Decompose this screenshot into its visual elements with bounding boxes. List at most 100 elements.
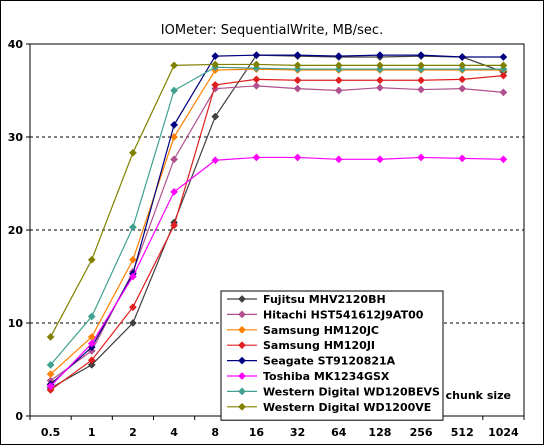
legend-swatch-marker (238, 310, 246, 319)
x-tick-label: 0.5 (41, 426, 61, 439)
x-tick-label: 128 (368, 426, 391, 439)
series-layer (46, 51, 508, 394)
data-point (211, 112, 220, 121)
x-tick-label: 16 (249, 426, 265, 439)
data-point (170, 155, 179, 164)
legend-swatch-marker (238, 387, 246, 396)
data-point (293, 153, 302, 162)
series-line (50, 54, 504, 385)
data-point (170, 187, 179, 196)
legend-label: Seagate ST9120821A (263, 355, 396, 368)
data-point (499, 53, 508, 61)
data-point (293, 84, 302, 93)
x-tick-label: 8 (211, 426, 219, 439)
data-point (293, 61, 302, 70)
data-point (211, 80, 220, 89)
legend-entry: Fujitsu MHV2120BH (227, 293, 386, 306)
series-line (50, 75, 504, 391)
data-point (375, 76, 384, 85)
y-tick-label: 10 (8, 317, 24, 330)
x-tick-label: 512 (451, 426, 474, 439)
data-point (87, 356, 96, 365)
data-point (87, 339, 96, 348)
data-point (128, 223, 137, 232)
legend-label: Samsung HM120JI (263, 339, 375, 352)
data-point (458, 84, 467, 93)
series-3 (46, 71, 508, 394)
x-tick-label: 2 (129, 426, 137, 439)
data-point (211, 60, 220, 69)
data-point (375, 83, 384, 92)
data-point (375, 61, 384, 70)
series-line (50, 156, 504, 387)
data-point (128, 272, 137, 281)
y-tick-label: 30 (8, 131, 24, 144)
x-axis-label: chunk size (446, 389, 511, 402)
x-tick-label: 1 (88, 426, 96, 439)
legend-swatch-marker (238, 356, 246, 365)
legend-entry: Samsung HM120JI (227, 339, 375, 352)
data-point (128, 303, 137, 312)
data-point (375, 51, 384, 60)
data-point (293, 51, 302, 60)
data-point (170, 120, 179, 129)
series-line (50, 63, 504, 338)
data-point (417, 51, 426, 60)
data-point (87, 255, 96, 264)
data-point (128, 255, 137, 264)
x-tick-label: 32 (290, 426, 305, 439)
data-point (334, 52, 343, 61)
data-point (334, 86, 343, 95)
legend-label: Fujitsu MHV2120BH (263, 293, 386, 306)
legend-swatch-marker (238, 325, 246, 334)
data-point (417, 61, 426, 70)
data-point (252, 75, 261, 84)
legend-label: Hitachi HST541612J9AT00 (263, 308, 424, 321)
data-point (170, 221, 179, 230)
chart-title: IOMeter: SequentialWrite, MB/sec. (161, 23, 383, 38)
x-tick-label: 256 (410, 426, 433, 439)
x-tick-label: 1024 (488, 426, 519, 439)
data-point (499, 88, 508, 97)
data-point (128, 319, 137, 327)
data-point (334, 61, 343, 70)
legend-swatch-marker (238, 295, 246, 303)
data-point (46, 370, 55, 379)
series-7 (46, 60, 508, 341)
legend-label: Western Digital WD1200VE (263, 401, 431, 414)
legend-swatch-marker (238, 402, 246, 411)
data-point (170, 61, 179, 70)
data-point (87, 360, 96, 369)
data-point (252, 153, 261, 162)
data-point (458, 75, 467, 84)
legend-swatch-marker (238, 341, 246, 350)
grid (30, 43, 524, 324)
data-point (499, 155, 508, 164)
data-point (417, 153, 426, 162)
data-point (499, 71, 508, 80)
data-point (458, 61, 467, 70)
data-point (128, 148, 137, 157)
legend-entry: Samsung HM120JC (227, 324, 379, 337)
series-5 (46, 153, 508, 391)
data-point (252, 81, 261, 90)
data-point (293, 76, 302, 85)
data-point (252, 51, 261, 60)
data-point (334, 155, 343, 164)
data-point (170, 86, 179, 95)
data-point (46, 360, 55, 369)
legend-label: Toshiba MK1234GSX (263, 370, 390, 383)
axes: 0 10 20 30 40 0.5 1 2 4 8 16 32 64 128 256 512 1024 (8, 38, 525, 439)
data-point (417, 76, 426, 85)
series-line (50, 66, 504, 366)
legend-label: Samsung HM120JC (263, 324, 379, 337)
legend: Fujitsu MHV2120BH Hitachi HST541612J9AT00… (220, 290, 444, 421)
data-point (211, 156, 220, 165)
data-point (252, 60, 261, 69)
data-point (499, 61, 508, 70)
data-point (458, 154, 467, 163)
y-tick-label: 40 (8, 38, 24, 51)
legend-swatch-marker (238, 372, 246, 380)
